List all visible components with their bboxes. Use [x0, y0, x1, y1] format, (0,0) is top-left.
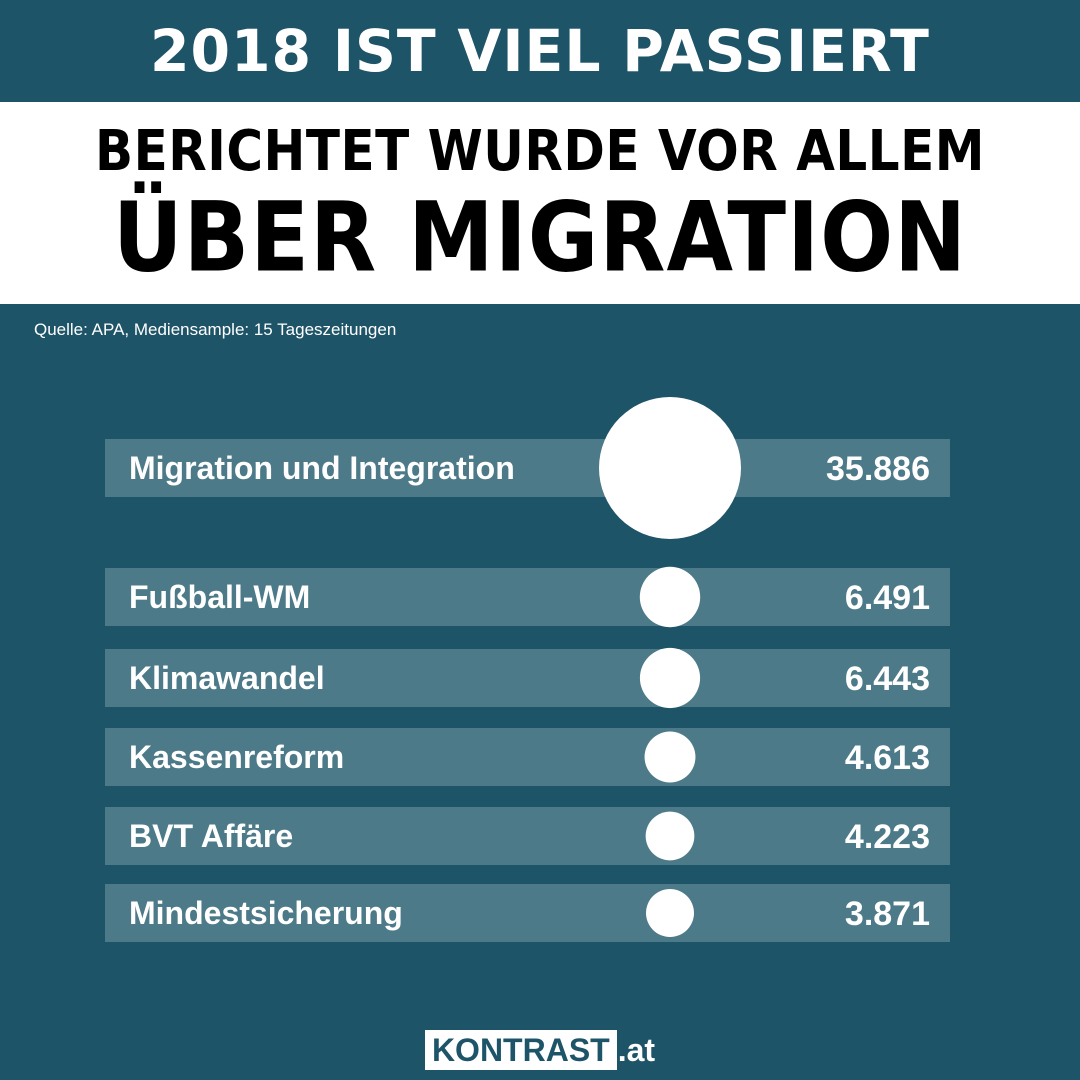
bar-row — [105, 807, 950, 865]
logo-brand: KONTRAST — [424, 1030, 617, 1070]
category-label: Mindestsicherung — [129, 895, 403, 931]
headline-line-2: ÜBER MIGRATION — [112, 182, 968, 294]
bar-row — [105, 649, 950, 707]
value-label: 4.613 — [845, 739, 930, 777]
value-bubble — [644, 731, 696, 783]
bar-row — [105, 568, 950, 626]
value-bubble — [646, 889, 694, 937]
bar-row — [105, 728, 950, 786]
category-label: Migration und Integration — [129, 450, 515, 486]
category-label: Klimawandel — [129, 660, 325, 696]
headline-line-1: BERICHTET WURDE VOR ALLEM — [94, 118, 986, 184]
value-bubble — [599, 397, 741, 539]
value-label: 4.223 — [845, 818, 930, 856]
banner-title: 2018 IST VIEL PASSIERT — [150, 17, 930, 85]
category-label: Fußball-WM — [129, 579, 310, 615]
value-bubble — [645, 811, 695, 861]
source-note: Quelle: APA, Mediensample: 15 Tageszeitu… — [34, 320, 397, 339]
bar-row — [105, 439, 950, 497]
value-label: 6.491 — [845, 579, 930, 617]
headline-box: BERICHTET WURDE VOR ALLEM ÜBER MIGRATION — [0, 102, 1080, 304]
value-label: 3.871 — [845, 895, 930, 933]
value-label: 6.443 — [845, 660, 930, 698]
top-banner: 2018 IST VIEL PASSIERT — [0, 0, 1080, 102]
value-bubble — [639, 566, 701, 628]
logo-suffix: .at — [617, 1032, 656, 1068]
bar-row — [105, 884, 950, 942]
category-label: Kassenreform — [129, 739, 344, 775]
value-bubble — [639, 647, 701, 709]
value-label: 35.886 — [826, 450, 930, 488]
kontrast-logo: KONTRAST .at — [0, 1030, 1080, 1070]
category-label: BVT Affäre — [129, 818, 293, 854]
